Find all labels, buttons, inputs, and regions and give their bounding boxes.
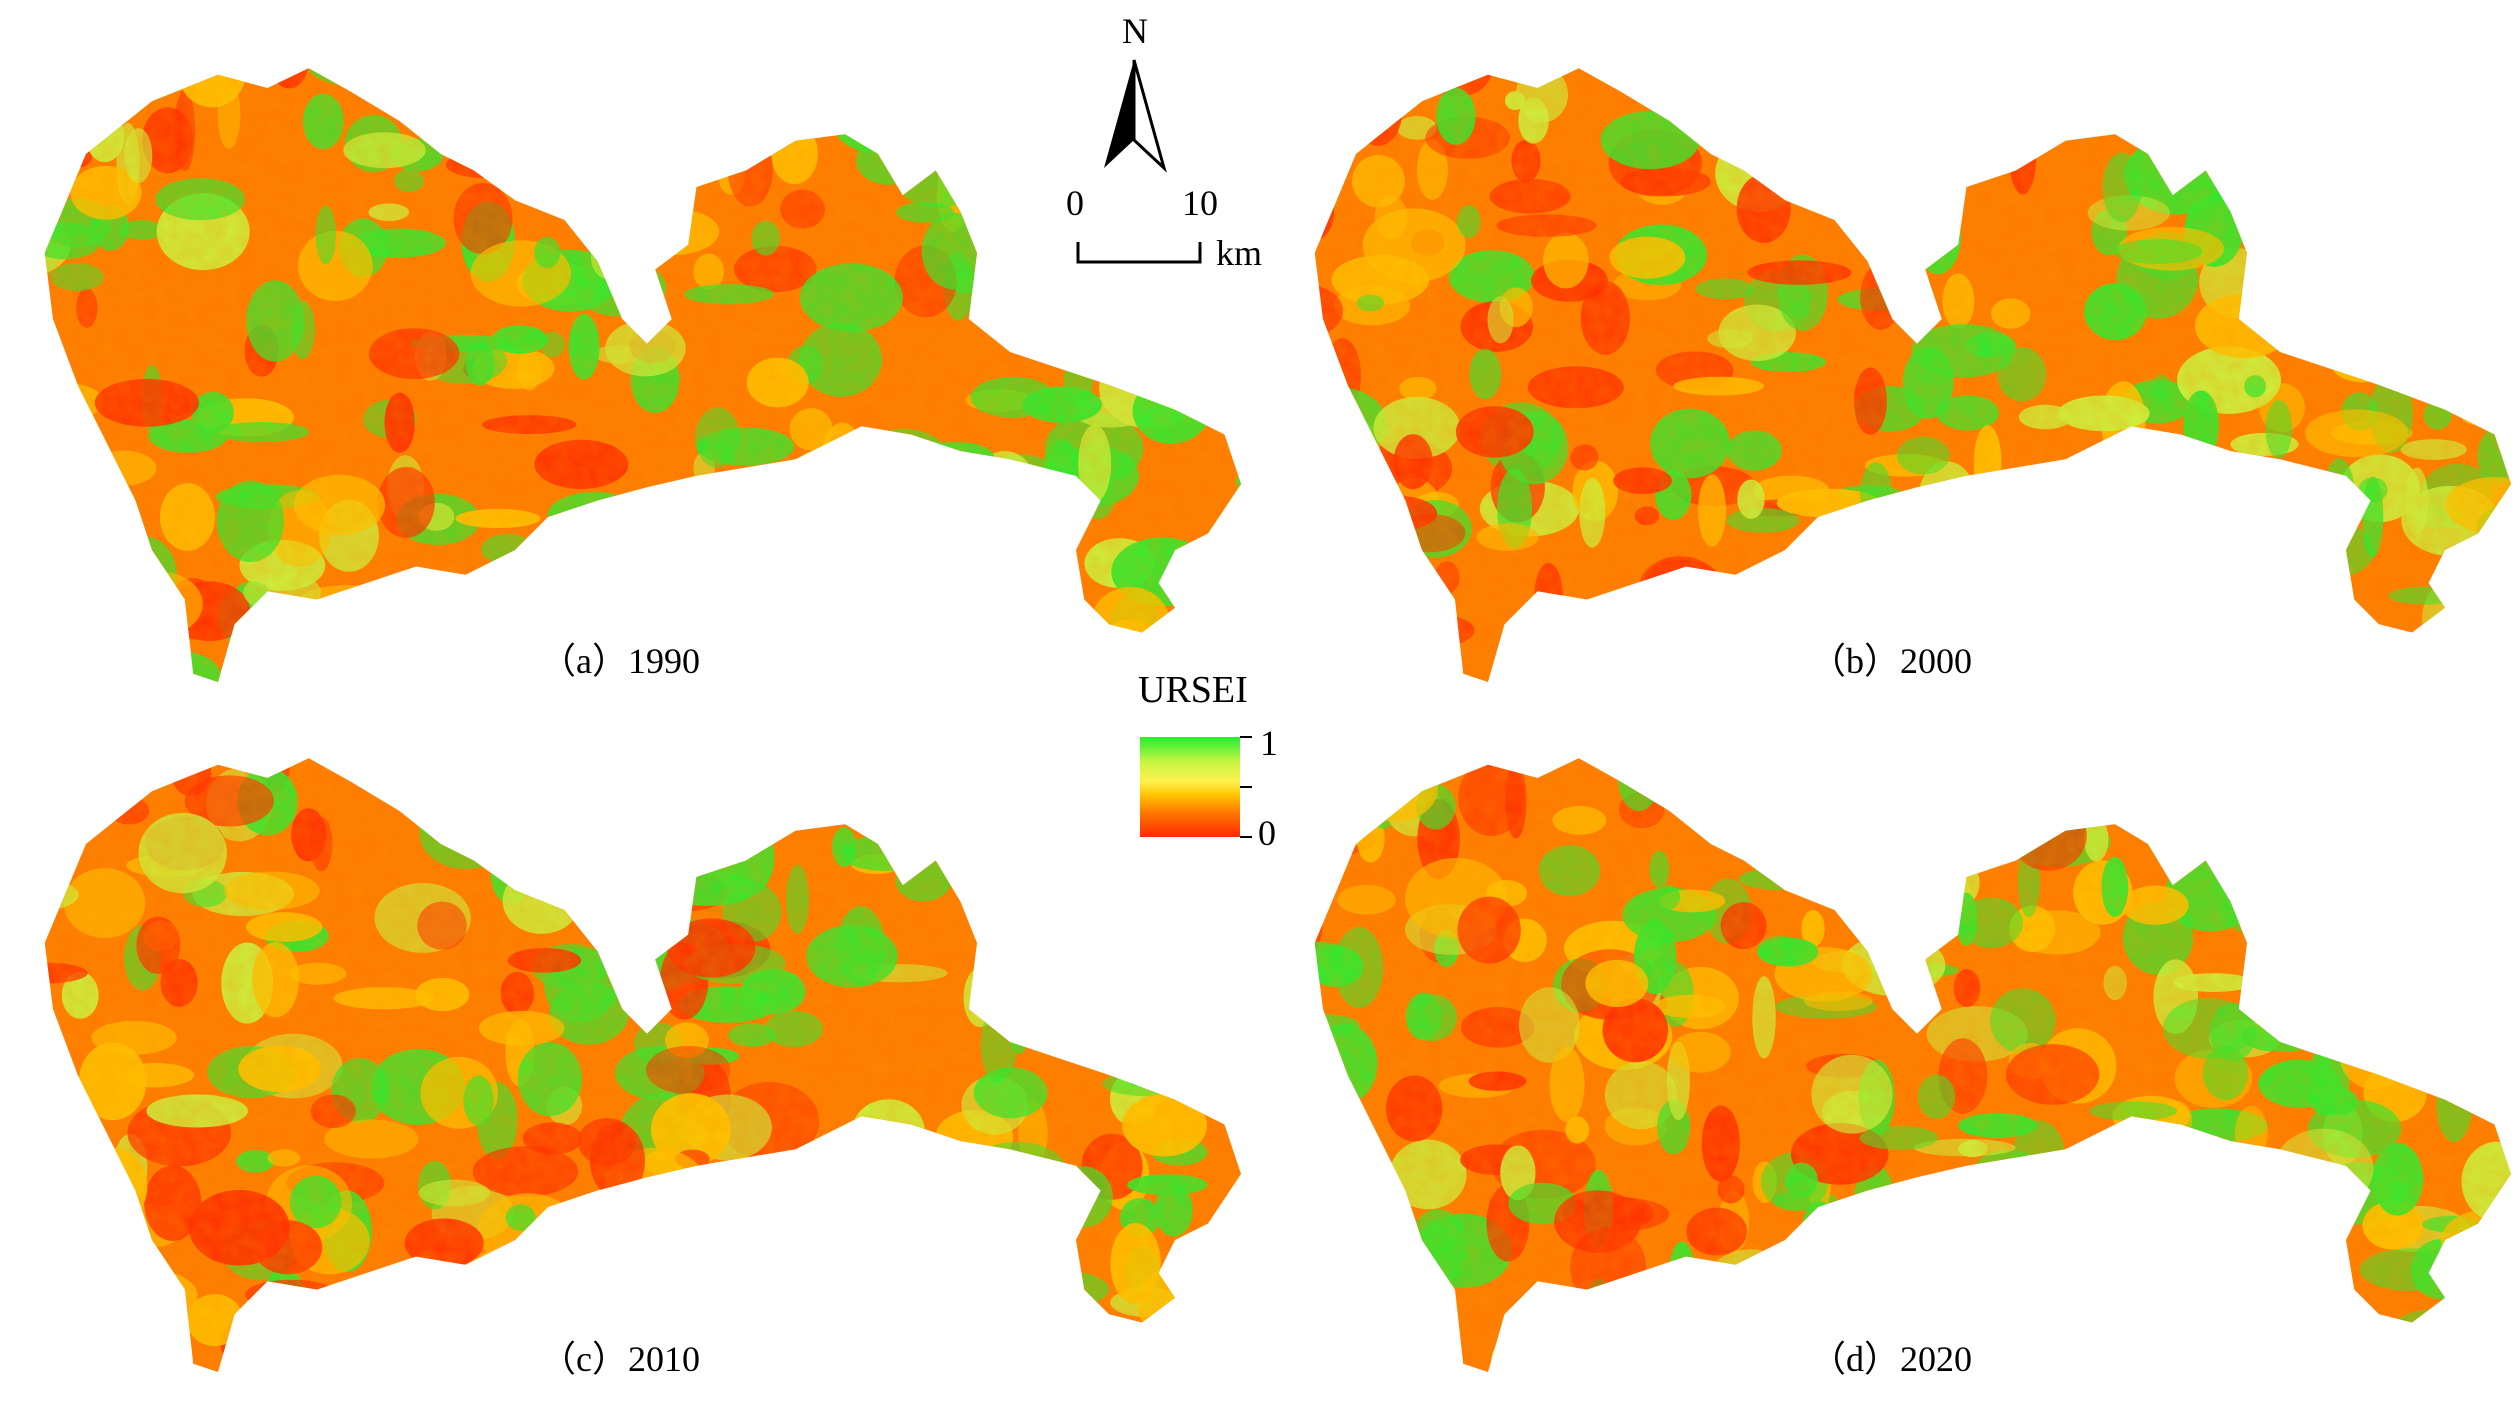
north-arrow-left-icon xyxy=(1104,60,1134,168)
scale-bar-line xyxy=(1076,242,1202,264)
caption-map-d: （d）2020 xyxy=(1810,1339,1973,1379)
legend-min-label: 0 xyxy=(1258,813,1276,853)
north-arrow-right-icon xyxy=(1132,59,1167,173)
north-arrow xyxy=(1104,59,1167,173)
map-d xyxy=(1314,758,2512,1373)
legend-title: URSEI xyxy=(1138,669,1248,711)
scale-start-label: 0 xyxy=(1066,183,1084,223)
scale-bar xyxy=(1076,242,1202,264)
caption-map-c: （c）2010 xyxy=(540,1339,700,1379)
scale-unit-label: km xyxy=(1216,233,1263,273)
north-arrow-label: N xyxy=(1122,11,1148,51)
map-c xyxy=(44,758,1242,1373)
scale-end-label: 10 xyxy=(1182,183,1218,223)
map-b xyxy=(1314,68,2512,683)
legend-max-label: 1 xyxy=(1260,723,1278,763)
map-a xyxy=(44,68,1242,683)
caption-map-a: （a）1990 xyxy=(540,641,700,681)
legend-color-bar xyxy=(1140,736,1252,838)
caption-map-b: （b）2000 xyxy=(1810,641,1973,681)
